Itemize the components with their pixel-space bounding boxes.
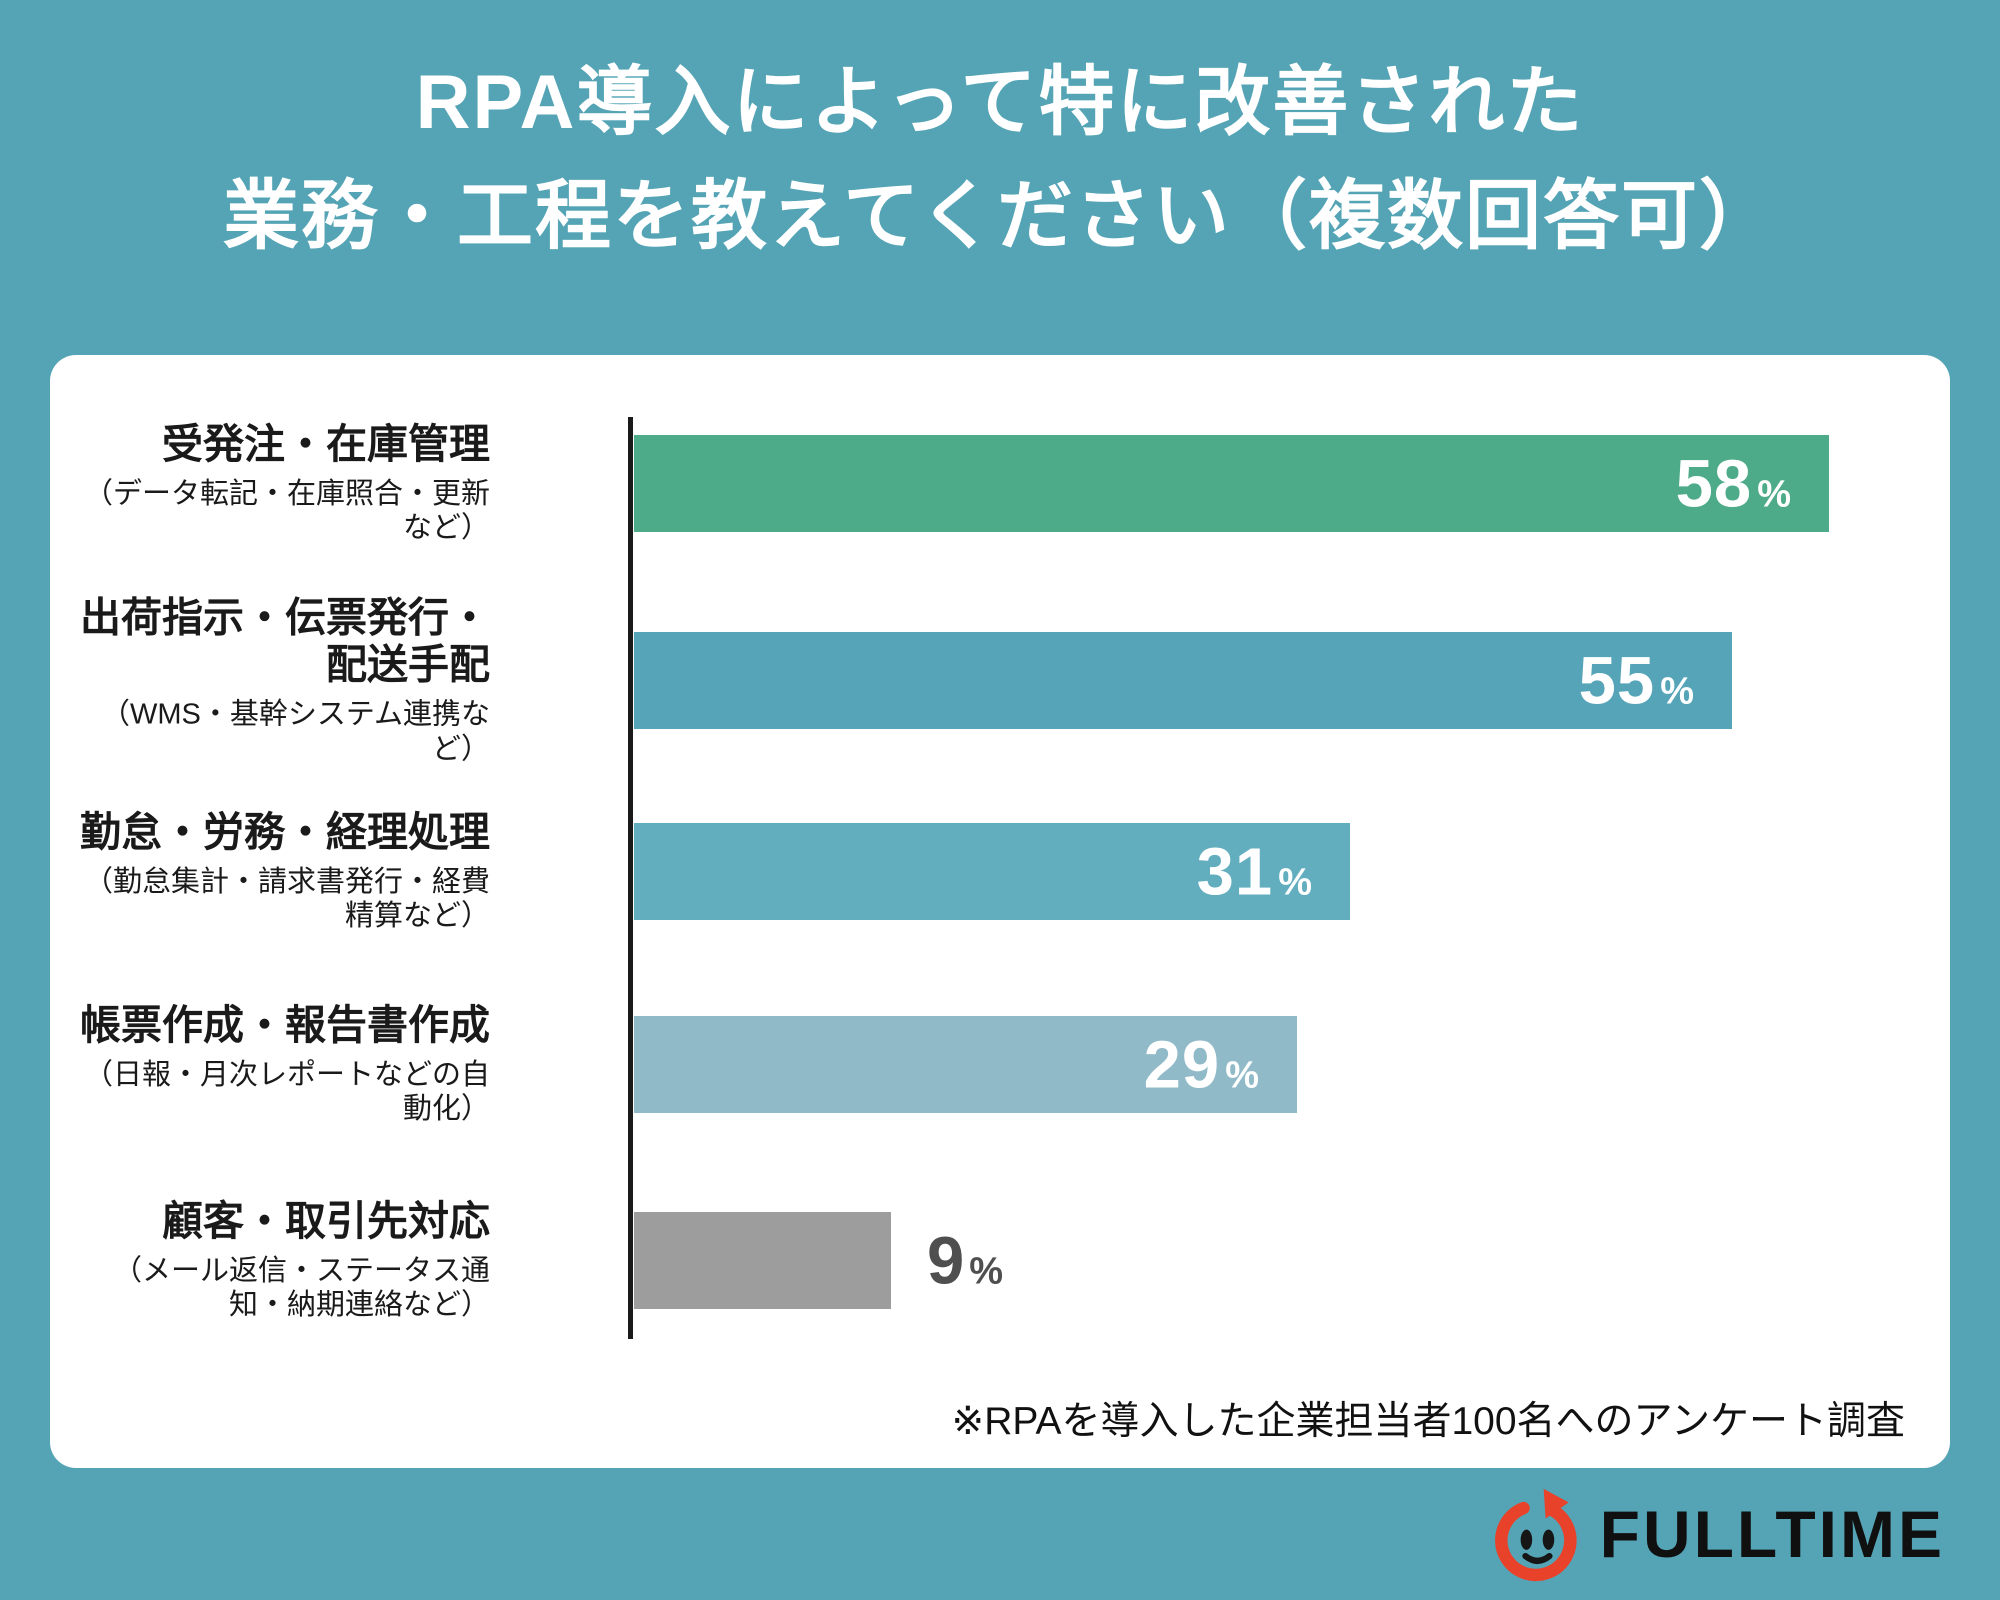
bar-row-accounting: 勤怠・労務・経理処理 （勤怠集計・請求書発行・経費精算など） 31% (50, 809, 1950, 933)
brand-name: FULLTIME (1599, 1497, 1945, 1571)
category-label: 出荷指示・伝票発行・配送手配 （WMS・基幹システム連携など） (80, 594, 490, 766)
bar: 31% (634, 823, 1350, 920)
category-label: 勤怠・労務・経理処理 （勤怠集計・請求書発行・経費精算など） (80, 808, 490, 933)
chart-title: RPA導入によって特に改善された 業務・工程を教えてください（複数回答可） (0, 46, 2000, 274)
chart-card: 受発注・在庫管理 （データ転記・在庫照合・更新など） 58% 出荷指示・伝票発行… (50, 355, 1950, 1468)
value-label: 31% (1196, 834, 1312, 909)
bar-row-order-inventory: 受発注・在庫管理 （データ転記・在庫照合・更新など） 58% (50, 421, 1950, 545)
survey-footnote: ※RPAを導入した企業担当者100名へのアンケート調査 (951, 1400, 1905, 1443)
bar: 29% (634, 1016, 1297, 1113)
category-label: 顧客・取引先対応 （メール返信・ステータス通知・納期連絡など） (112, 1197, 490, 1322)
value-label: 29% (1143, 1027, 1259, 1102)
value-label: 55% (1578, 643, 1694, 718)
bar-row-shipping: 出荷指示・伝票発行・配送手配 （WMS・基幹システム連携など） 55% (50, 594, 1950, 765)
brand-logo: FULLTIME (1488, 1486, 1945, 1582)
value-label: 58% (1675, 446, 1791, 521)
bar (634, 1212, 891, 1309)
circular-arrow-smiley-icon (1494, 1488, 1577, 1582)
bar: 55% (634, 632, 1732, 729)
bar-row-reporting: 帳票作成・報告書作成 （日報・月次レポートなどの自動化） 29% (50, 1002, 1950, 1126)
chart-title-line1: RPA導入によって特に改善された (415, 60, 1585, 145)
chart-title-line2: 業務・工程を教えてください（複数回答可） (223, 174, 1777, 259)
category-label: 受発注・在庫管理 （データ転記・在庫照合・更新など） (83, 420, 490, 545)
bar: 58% (634, 435, 1829, 532)
value-label: 9% (927, 1223, 1004, 1298)
category-label: 帳票作成・報告書作成 （日報・月次レポートなどの自動化） (80, 1001, 490, 1126)
bar-row-customer: 顧客・取引先対応 （メール返信・ステータス通知・納期連絡など） 9% (50, 1198, 1950, 1322)
y-axis-line (628, 417, 633, 1339)
